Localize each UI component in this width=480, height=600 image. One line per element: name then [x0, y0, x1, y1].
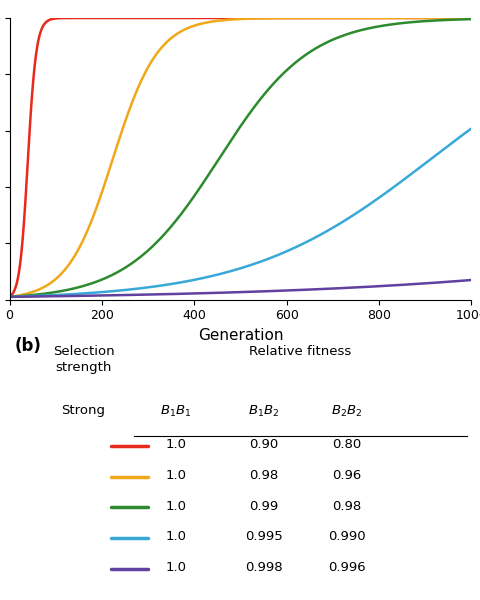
Text: (b): (b)	[14, 337, 41, 355]
Text: 0.990: 0.990	[327, 530, 365, 544]
Text: 0.998: 0.998	[244, 561, 282, 574]
Text: 0.96: 0.96	[331, 469, 360, 482]
Text: $B_2B_2$: $B_2B_2$	[330, 404, 361, 419]
Text: 0.996: 0.996	[327, 561, 365, 574]
Text: $B_1B_1$: $B_1B_1$	[160, 404, 191, 419]
Text: 1.0: 1.0	[165, 530, 186, 544]
Text: Selection
strength: Selection strength	[53, 345, 114, 374]
Text: 1.0: 1.0	[165, 469, 186, 482]
Text: Strong: Strong	[61, 404, 105, 416]
Text: Relative fitness: Relative fitness	[249, 345, 351, 358]
X-axis label: Generation: Generation	[197, 328, 283, 343]
Text: 0.99: 0.99	[249, 500, 277, 512]
Text: 1.0: 1.0	[165, 500, 186, 512]
Text: $B_1B_2$: $B_1B_2$	[247, 404, 279, 419]
Text: 0.995: 0.995	[244, 530, 282, 544]
Text: 0.80: 0.80	[331, 438, 360, 451]
Text: 0.98: 0.98	[331, 500, 360, 512]
Text: 0.98: 0.98	[249, 469, 277, 482]
Text: 1.0: 1.0	[165, 438, 186, 451]
Text: 1.0: 1.0	[165, 561, 186, 574]
Text: 0.90: 0.90	[249, 438, 277, 451]
